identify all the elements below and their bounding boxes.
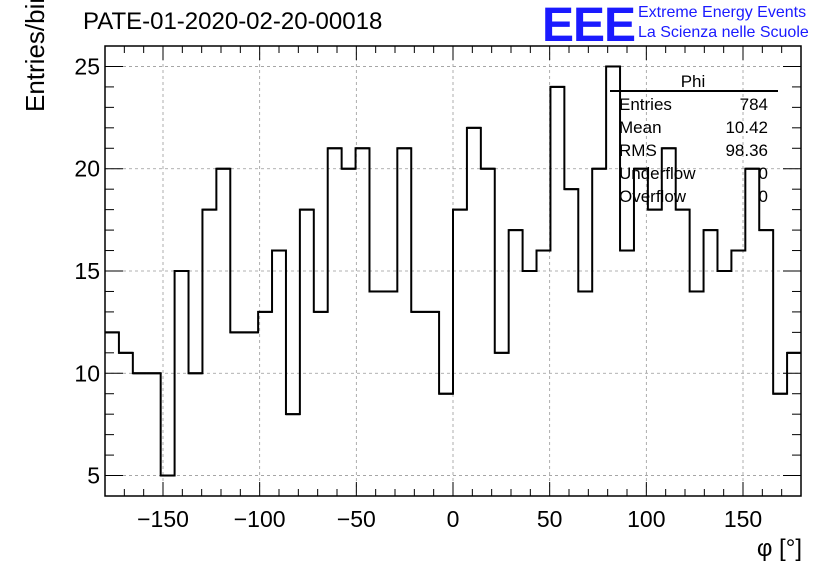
x-axis-label: φ [°]: [756, 535, 802, 562]
stats-rows: Entries 784 Mean 10.42 RMS 98.36 Underflow 0 Ove…: [619, 95, 768, 206]
stats-row-label: Underflow: [619, 164, 696, 183]
x-tick-label: 0: [447, 506, 460, 532]
stats-row-label: Entries: [619, 95, 672, 114]
stats-row-label: Overflow: [619, 187, 687, 206]
x-tick-label: 100: [627, 506, 665, 532]
stats-row-value: 784: [740, 95, 768, 114]
x-tick-label: −150: [137, 506, 189, 532]
stats-row-value: 10.42: [725, 118, 768, 137]
stats-row-label: Mean: [619, 118, 662, 137]
page-title: PATE-01-2020-02-20-00018: [83, 8, 383, 35]
stats-row-label: RMS: [619, 141, 657, 160]
stats-box: Phi Entries 784 Mean 10.42 RMS 98.36 Underflow…: [610, 72, 778, 206]
y-axis-label: Entries/bin: [20, 0, 50, 112]
x-tick-label: −100: [234, 506, 286, 532]
stats-row-value: 0: [759, 164, 768, 183]
y-tick-label: 25: [74, 53, 100, 79]
x-tick-label: 150: [724, 506, 762, 532]
histogram-bins: [105, 65, 801, 477]
x-tick-label: −50: [337, 506, 376, 532]
y-tick-label: 15: [74, 258, 100, 284]
axis-ticks: [104, 45, 802, 497]
x-tick-label: 50: [537, 506, 563, 532]
y-tick-label: 20: [74, 156, 100, 182]
y-tick-label: 5: [87, 463, 100, 489]
eee-logo: EEE: [542, 0, 636, 52]
logo-caption-line1: Extreme Energy Events: [638, 4, 807, 21]
x-tick-labels: −150 −100 −50 0 50 100 150: [137, 506, 762, 532]
stats-row-value: 0: [759, 187, 768, 206]
logo-caption-line2: La Scienza nelle Scuole: [638, 24, 809, 41]
y-tick-label: 10: [74, 360, 100, 386]
y-tick-labels: 5 10 15 20 25: [74, 53, 100, 488]
stats-box-title: Phi: [681, 72, 706, 91]
stats-row-value: 98.36: [725, 141, 768, 160]
